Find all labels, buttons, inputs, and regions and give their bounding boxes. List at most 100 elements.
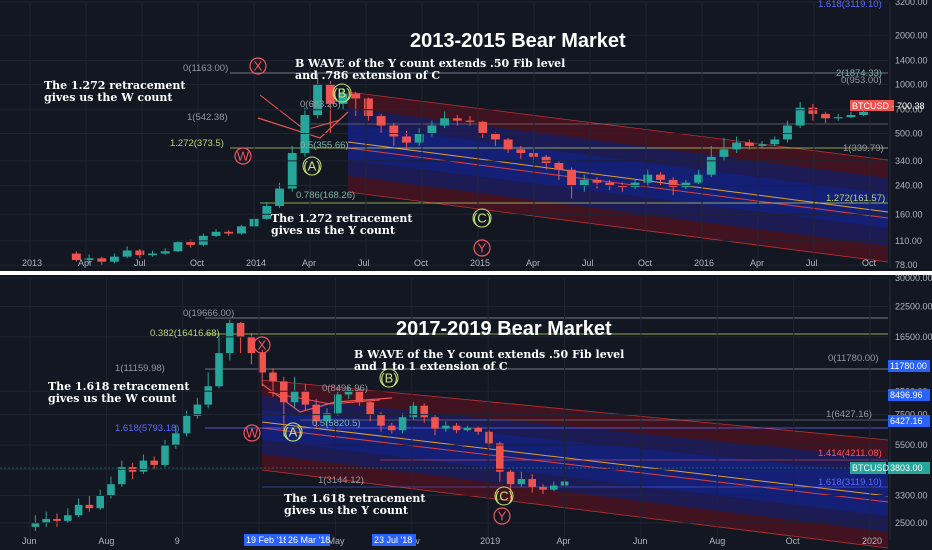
y-tick-label: 16500.00	[895, 332, 932, 342]
candle-body	[224, 231, 234, 234]
x-tick-label: Jul	[134, 258, 146, 268]
fib-level-label: 1(11159.98)	[115, 363, 165, 374]
candle-body	[694, 174, 704, 183]
candle-body	[323, 413, 331, 422]
candle-body	[656, 174, 665, 180]
fib-level-label: 1.414(4211.08)	[818, 448, 882, 459]
price-tag: 11780.00	[890, 361, 927, 371]
wave-label: Y	[498, 509, 507, 524]
candle-body	[567, 169, 577, 186]
fib-level-label: 1(542.38)	[187, 112, 228, 123]
regression-channel-2018	[261, 379, 889, 549]
date-tag: 23 Jul '18	[374, 535, 412, 545]
candle-body	[643, 174, 653, 183]
candle-body	[64, 515, 72, 521]
fib-level-label: 0(19666.00)	[183, 308, 234, 319]
candle-body	[53, 518, 61, 521]
candle-body	[325, 84, 335, 104]
x-tick-label: Aug	[98, 536, 114, 546]
wave-circle	[249, 57, 267, 75]
candle-body	[96, 495, 104, 509]
candle-body	[107, 484, 115, 496]
candle-body	[554, 163, 564, 170]
analysis-note: The 1.618 retracement	[284, 492, 426, 505]
wave-circle	[283, 422, 303, 442]
annotations: X W (A) (B) (C) Y 0(1163.00) 1(542.38) 1.272(373…	[44, 0, 885, 525]
candle-body	[148, 253, 157, 256]
x-tick-label: Apr	[302, 258, 316, 268]
candle-body	[389, 125, 399, 137]
candle-body	[236, 323, 245, 337]
analysis-note: gives us the W count	[48, 392, 177, 405]
candle-body	[290, 391, 299, 403]
wave-path	[267, 391, 381, 405]
candle-body	[516, 149, 526, 154]
price-tag-bg	[888, 462, 930, 474]
wave-circle	[332, 83, 352, 103]
candle-body	[351, 93, 361, 99]
fib-level-label: 1(3144.12)	[318, 475, 364, 486]
y-tick-label: 240.00	[895, 181, 923, 191]
candle-body	[744, 142, 754, 146]
date-tag-bg	[244, 534, 288, 546]
analysis-note: The 1.272 retracement	[44, 79, 186, 92]
candle-body	[215, 353, 223, 387]
candle-body	[496, 443, 504, 472]
candle-body	[617, 185, 627, 188]
candle-body	[301, 391, 310, 405]
candle-body	[795, 107, 805, 126]
candle-body	[770, 139, 780, 145]
price-tag-bg	[888, 389, 930, 401]
candle-body	[463, 427, 472, 431]
x-tick-label: Apr	[78, 258, 92, 268]
candle-body	[821, 113, 830, 119]
candle-body	[409, 405, 418, 418]
candle-body	[490, 133, 500, 140]
fib-level-label: 2(1874.33)	[836, 68, 882, 79]
x-tick-label: Oct	[786, 536, 801, 546]
y-tick-label: 7500.00	[895, 410, 928, 420]
candle-body	[414, 133, 424, 143]
last-price-tag-bg	[850, 100, 894, 111]
price-tag-bg	[888, 415, 930, 427]
candle-body	[465, 120, 475, 122]
candle-body	[313, 84, 323, 115]
analysis-note: B WAVE of the Y count extends .50 Fib le…	[295, 57, 565, 70]
candle-body	[236, 226, 246, 234]
channel-edge-top	[347, 91, 889, 161]
candle-body	[198, 235, 208, 245]
x-tick-label: Jul	[582, 258, 594, 268]
candle-body	[74, 504, 83, 516]
candle-body	[269, 372, 277, 382]
y-tick-label: 110.00	[895, 236, 922, 246]
fib-level-label: 0(11780.00)	[828, 353, 879, 364]
candle-body	[539, 486, 547, 490]
candle-body	[344, 390, 353, 395]
x-tick-label: Jun	[22, 536, 37, 546]
candle-body	[579, 179, 589, 186]
x-tick-label: Oct	[414, 258, 429, 268]
candle-body	[118, 467, 126, 485]
wave-label: (C)	[473, 211, 491, 226]
candle-body	[312, 404, 320, 422]
channel-edge-top	[261, 379, 889, 441]
candle-body	[376, 116, 386, 126]
candle-body	[420, 405, 428, 418]
fib-level-label: 1.272(373.5)	[170, 138, 224, 149]
candle-body	[135, 250, 145, 256]
candle-body	[529, 153, 538, 157]
candle-body	[506, 471, 515, 485]
candle-body	[431, 417, 439, 429]
candle-body	[833, 117, 843, 119]
candle-body	[262, 205, 272, 219]
candle-body	[247, 336, 256, 354]
candle-body	[71, 253, 81, 260]
date-tags: 19 Feb '18 26 Mar '18 23 Jul '18	[244, 534, 416, 546]
y-tick-label: 78.00	[895, 260, 918, 270]
candle-body	[706, 156, 716, 175]
symbol-tag-bg	[850, 462, 886, 474]
x-tick-label: Jul	[358, 258, 370, 268]
fib-level-label: 0(1163.00)	[183, 63, 228, 74]
candle-body	[182, 415, 191, 434]
candle-body	[757, 144, 767, 146]
